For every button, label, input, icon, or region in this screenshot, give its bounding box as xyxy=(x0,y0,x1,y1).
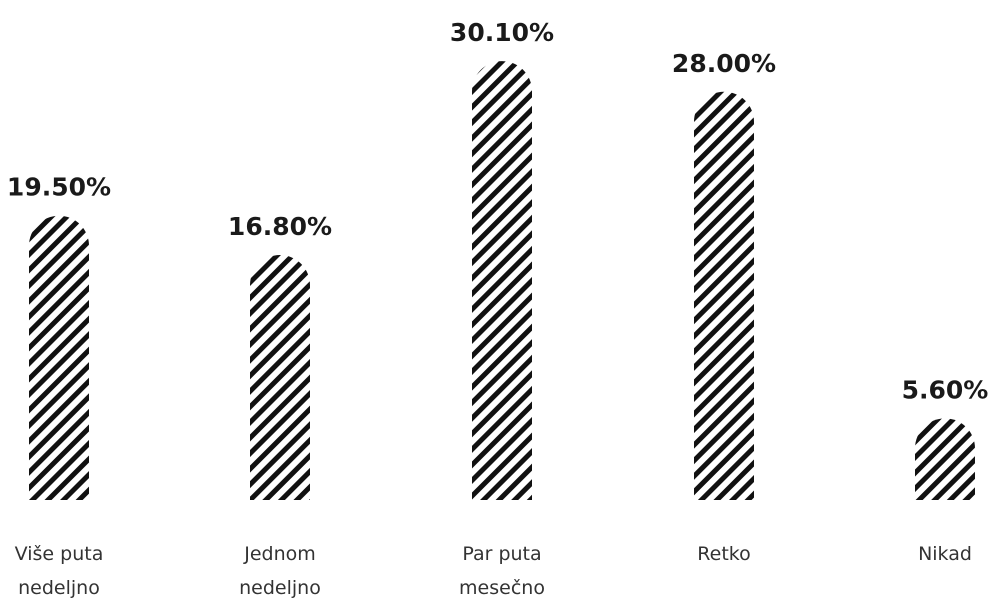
category-label-2: Par puta mesečno xyxy=(459,543,545,599)
value-label-0: 19.50% xyxy=(7,173,111,202)
category-label-0-line-1: nedeljno xyxy=(18,577,100,599)
category-label-0: Više puta nedeljno xyxy=(15,543,104,599)
bars-layer xyxy=(29,61,975,500)
value-label-4: 5.60% xyxy=(902,375,989,404)
category-label-4-line-0: Nikad xyxy=(918,543,972,565)
value-label-1: 16.80% xyxy=(228,212,332,241)
bar-3 xyxy=(694,91,754,500)
category-label-2-line-1: mesečno xyxy=(459,577,545,599)
bar-4 xyxy=(915,418,975,500)
category-labels-layer: Više puta nedeljno Jednom nedeljno Par puta m… xyxy=(15,543,972,599)
value-label-2: 30.10% xyxy=(450,18,554,47)
bar-2 xyxy=(472,61,532,500)
category-label-3-line-0: Retko xyxy=(697,543,750,565)
category-label-4: Nikad xyxy=(918,543,972,565)
category-label-1-line-0: Jednom xyxy=(243,543,316,565)
category-label-1: Jednom nedeljno xyxy=(239,543,321,599)
bar-1 xyxy=(250,255,310,500)
value-labels-layer: 19.50% 16.80% 30.10% 28.00% 5.60% xyxy=(7,18,988,404)
category-label-0-line-0: Više puta xyxy=(15,543,104,565)
category-label-1-line-1: nedeljno xyxy=(239,577,321,599)
bar-0 xyxy=(29,215,89,500)
category-label-2-line-0: Par puta xyxy=(462,543,541,565)
value-label-3: 28.00% xyxy=(672,49,776,78)
category-label-3: Retko xyxy=(697,543,750,565)
